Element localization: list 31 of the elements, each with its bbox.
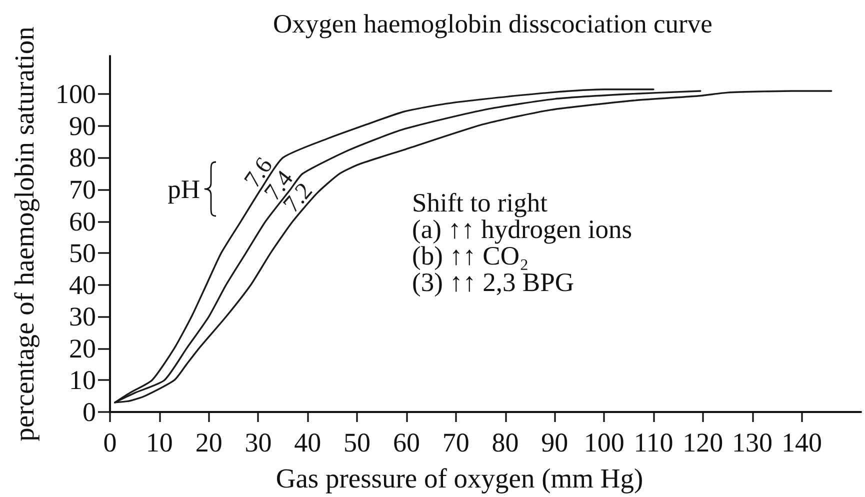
x-tick-label: 40 [294,428,322,458]
x-tick-label: 60 [392,428,420,458]
x-tick-label: 30 [244,428,272,458]
x-tick-label: 130 [732,428,773,458]
x-tick-label: 100 [584,428,624,458]
x-tick-label: 80 [492,428,519,458]
y-tick-label: 70 [69,174,96,204]
y-tick-label: 100 [56,79,96,110]
x-tick-label: 90 [541,428,568,458]
y-tick-label: 20 [69,333,96,364]
y-tick-label: 60 [69,206,96,236]
y-tick-label: 50 [69,238,96,268]
y-tick-label: 30 [69,302,96,332]
y-tick-label: 10 [69,365,96,396]
x-tick-label: 140 [781,428,822,458]
x-tick-label: 70 [442,428,470,458]
annotation: Shift to right [412,188,548,218]
x-tick-label: 0 [103,428,117,458]
y-tick-label: 90 [69,110,96,141]
chart-title: Oxygen haemoglobin disscociation curve [273,8,712,38]
x-tick-label: 20 [195,428,222,458]
annotation: pH [168,174,200,204]
y-tick-label: 0 [82,397,96,427]
x-tick-label: 110 [634,428,674,458]
y-axis-title: percentage of haemoglobin saturation [8,26,40,442]
x-axis-title: Gas pressure of oxygen (mm Hg) [276,462,644,494]
x-tick-label: 10 [146,428,173,458]
x-tick-label: 50 [344,428,371,458]
y-tick-label: 80 [69,142,96,173]
y-tick-label: 40 [69,270,96,300]
x-tick-label: 120 [682,428,724,458]
